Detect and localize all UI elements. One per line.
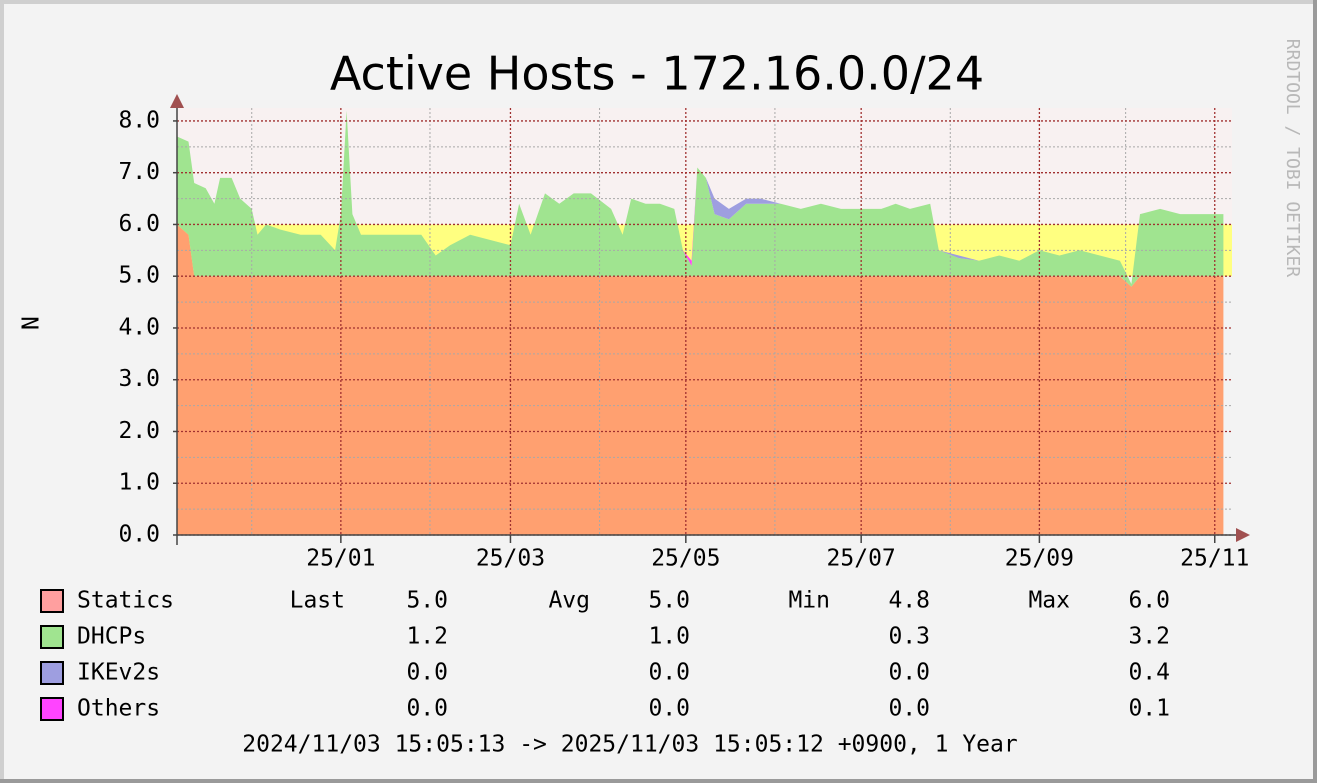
- legend-stat-value: 0.0: [648, 660, 690, 686]
- legend-stat-value: 6.0: [1128, 588, 1170, 614]
- legend-stat-value: 0.0: [888, 660, 930, 686]
- x-tick-label: 25/03: [476, 546, 545, 572]
- y-tick-label: 0.0: [118, 522, 160, 548]
- x-tick-label: 25/05: [651, 546, 720, 572]
- legend-label: Others: [77, 696, 160, 722]
- y-tick-label: 1.0: [118, 470, 160, 496]
- legend-swatch: [40, 697, 64, 721]
- legend-stat-label: Avg: [548, 588, 590, 614]
- frame-shadow: [0, 779, 1317, 783]
- legend-stat-value: 0.0: [406, 696, 448, 722]
- x-tick-label: 25/09: [1005, 546, 1074, 572]
- x-axis-arrow: [1236, 528, 1250, 542]
- area: [177, 110, 1224, 287]
- legend-stat-value: 0.0: [888, 696, 930, 722]
- legend-stat-value: 0.3: [888, 624, 930, 650]
- y-axis-label: N: [19, 316, 45, 330]
- legend-stat-label: Max: [1028, 588, 1070, 614]
- legend-stat-value: 0.0: [648, 696, 690, 722]
- y-axis-arrow: [170, 94, 184, 108]
- frame-shadow: [1313, 0, 1317, 783]
- y-tick-label: 8.0: [118, 107, 160, 133]
- y-tick-label: 5.0: [118, 263, 160, 289]
- legend-stat-value: 1.2: [406, 624, 448, 650]
- watermark: RRDTOOL / TOBI OETIKER: [1282, 39, 1303, 278]
- legend-label: Statics: [77, 588, 174, 614]
- legend-stat-value: 4.8: [888, 588, 930, 614]
- legend-stat-value: 0.4: [1128, 660, 1170, 686]
- footer: 2024/11/03 15:05:13 -> 2025/11/03 15:05:…: [242, 732, 1017, 758]
- legend-stat-value: 0.0: [406, 660, 448, 686]
- legend-stat-value: 5.0: [648, 588, 690, 614]
- legend-stat-value: 5.0: [406, 588, 448, 614]
- x-tick-label: 25/11: [1180, 546, 1249, 572]
- legend-stat-value: 3.2: [1128, 624, 1170, 650]
- chart-title: Active Hosts - 172.16.0.0/24: [330, 47, 984, 101]
- y-tick-label: 2.0: [118, 418, 160, 444]
- legend-swatch: [40, 625, 64, 649]
- y-tick-label: 3.0: [118, 366, 160, 392]
- y-tick-label: 7.0: [118, 159, 160, 185]
- legend-swatch: [40, 661, 64, 685]
- y-tick-label: 6.0: [118, 211, 160, 237]
- x-tick-label: 25/01: [306, 546, 375, 572]
- legend-swatch: [40, 589, 64, 613]
- x-tick-label: 25/07: [827, 546, 896, 572]
- legend-stat-value: 1.0: [648, 624, 690, 650]
- legend-label: IKEv2s: [77, 660, 160, 686]
- legend-stat-label: Min: [788, 588, 830, 614]
- legend-stat-label: Last: [290, 588, 345, 614]
- legend-label: DHCPs: [77, 624, 146, 650]
- y-tick-label: 4.0: [118, 314, 160, 340]
- legend-stat-value: 0.1: [1128, 696, 1170, 722]
